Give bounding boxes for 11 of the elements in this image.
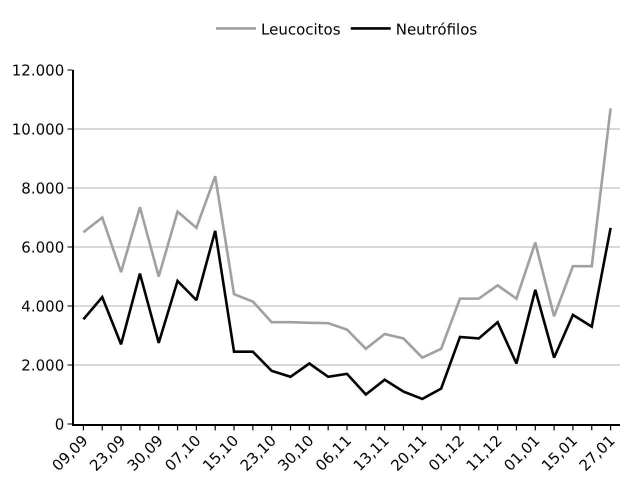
legend-label: Neutrófilos <box>396 20 478 38</box>
line-series <box>82 226 612 400</box>
y-tick-label: 6.000 <box>21 238 64 256</box>
y-tick-label: 12.000 <box>12 61 64 80</box>
legend-label: Leucocitos <box>261 20 341 38</box>
y-tick-label: 4.000 <box>21 297 64 316</box>
y-tick-label: 0 <box>54 415 64 434</box>
y-tick-label: 2.000 <box>21 356 64 374</box>
line-series <box>82 107 612 359</box>
y-tick-label: 10.000 <box>12 120 64 138</box>
y-tick-label: 8.000 <box>21 179 64 198</box>
